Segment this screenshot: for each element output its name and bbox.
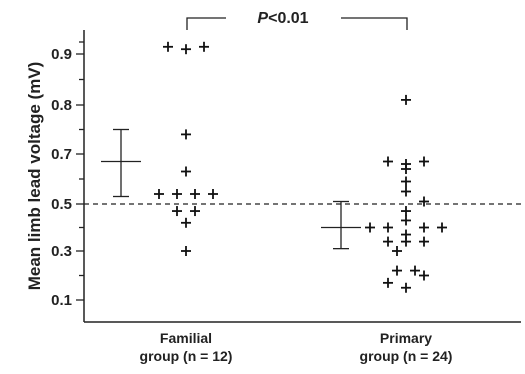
data-point: [383, 277, 393, 288]
data-point: [190, 206, 200, 217]
data-point: [163, 41, 173, 52]
data-point: [401, 236, 411, 247]
y-tick-label: 0.7: [51, 146, 72, 163]
data-point: [392, 246, 402, 256]
category-label-primary: Primary: [380, 330, 432, 346]
data-point: [172, 189, 182, 199]
data-point: [181, 217, 191, 228]
significance-bracket-right: [341, 17, 408, 30]
data-point: [401, 94, 411, 105]
data-point: [401, 215, 411, 226]
data-point: [419, 156, 429, 167]
data-point: [181, 166, 191, 177]
data-point: [383, 222, 393, 233]
data-point: [419, 222, 429, 233]
data-point: [383, 156, 393, 167]
data-point: [401, 164, 411, 174]
y-tick-label: 0.8: [51, 97, 72, 114]
data-point: [154, 189, 164, 199]
data-point: [401, 282, 411, 293]
data-point: [392, 265, 402, 276]
data-point: [419, 270, 429, 281]
data-points: [154, 41, 447, 293]
category-sublabel-primary: group (n = 24): [360, 348, 453, 364]
data-point: [419, 196, 429, 207]
y-tick-label: 0.1: [51, 292, 72, 309]
data-point: [199, 41, 209, 52]
data-point: [437, 222, 447, 233]
data-point: [190, 189, 200, 199]
y-tick-label: 0.9: [51, 46, 72, 63]
y-axis-title: Mean limb lead voltage (mV): [25, 62, 44, 291]
significance-label: P<0.01: [257, 10, 308, 27]
data-point: [419, 236, 429, 247]
error-bars: [101, 128, 361, 250]
data-point: [208, 189, 218, 199]
data-point: [181, 129, 191, 140]
y-tick-label: 0.5: [51, 196, 72, 213]
data-point: [181, 246, 191, 256]
data-point: [410, 265, 420, 276]
y-ticks: 0.1 0.3 0.5 0.7 0.8 0.9: [51, 41, 84, 309]
axes: [83, 30, 521, 323]
data-point: [365, 222, 375, 233]
data-point: [181, 44, 191, 55]
significance-bracket: P<0.01: [186, 10, 408, 30]
data-point: [401, 186, 411, 197]
category-sublabel-familial: group (n = 12): [140, 348, 233, 364]
data-point: [401, 176, 411, 187]
y-tick-label: 0.3: [51, 243, 72, 260]
category-label-familial: Familial: [160, 330, 212, 346]
significance-bracket-left: [186, 17, 226, 30]
data-point: [383, 236, 393, 247]
data-point: [172, 206, 182, 217]
data-point: [401, 206, 411, 217]
